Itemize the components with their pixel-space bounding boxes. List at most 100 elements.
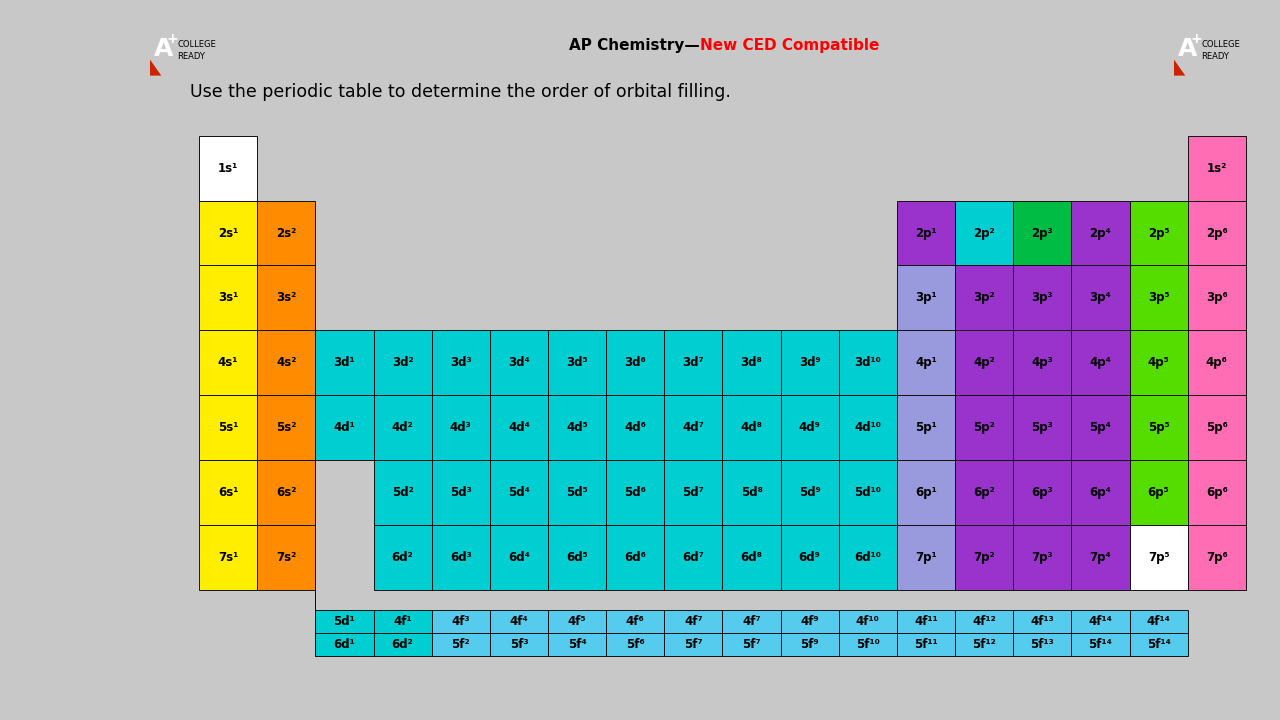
- Bar: [257, 330, 315, 395]
- Bar: [1188, 525, 1245, 590]
- Bar: [1129, 330, 1188, 395]
- Text: 4f¹⁴: 4f¹⁴: [1147, 615, 1170, 628]
- Text: 3d¹⁰: 3d¹⁰: [854, 356, 881, 369]
- Bar: [490, 460, 548, 525]
- Bar: [1188, 201, 1245, 266]
- Bar: [1188, 395, 1245, 460]
- Bar: [1129, 610, 1188, 633]
- Bar: [431, 330, 490, 395]
- Text: 4f³: 4f³: [452, 615, 470, 628]
- Text: AP Chemistry—: AP Chemistry—: [570, 37, 700, 53]
- Text: 5s²: 5s²: [276, 421, 297, 434]
- Bar: [257, 525, 315, 590]
- Bar: [257, 460, 315, 525]
- Bar: [431, 610, 490, 633]
- Text: 2s¹: 2s¹: [218, 227, 238, 240]
- Text: 4f⁹: 4f⁹: [800, 615, 819, 628]
- Bar: [490, 525, 548, 590]
- Text: 3p⁶: 3p⁶: [1206, 292, 1228, 305]
- Bar: [315, 395, 374, 460]
- Bar: [664, 460, 722, 525]
- Bar: [781, 460, 838, 525]
- Text: 7p⁶: 7p⁶: [1206, 551, 1228, 564]
- Text: 7s¹: 7s¹: [218, 551, 238, 564]
- Text: 5p³: 5p³: [1032, 421, 1053, 434]
- Bar: [838, 395, 897, 460]
- Text: 4d⁶: 4d⁶: [625, 421, 646, 434]
- Bar: [664, 330, 722, 395]
- Bar: [490, 330, 548, 395]
- Bar: [1071, 395, 1129, 460]
- Text: 5d¹⁰: 5d¹⁰: [854, 486, 882, 499]
- Text: 4d³: 4d³: [449, 421, 471, 434]
- Bar: [664, 525, 722, 590]
- Bar: [955, 266, 1014, 330]
- Text: 5d⁶: 5d⁶: [625, 486, 646, 499]
- Text: COLLEGE: COLLEGE: [1202, 40, 1240, 49]
- Bar: [257, 201, 315, 266]
- Bar: [955, 610, 1014, 633]
- Bar: [200, 330, 257, 395]
- Bar: [607, 610, 664, 633]
- Bar: [1014, 610, 1071, 633]
- Text: 6d⁸: 6d⁸: [741, 551, 763, 564]
- Text: 7s²: 7s²: [276, 551, 297, 564]
- Bar: [1071, 610, 1129, 633]
- Text: 4p¹: 4p¹: [915, 356, 937, 369]
- Text: 1s¹: 1s¹: [218, 161, 238, 175]
- Bar: [838, 460, 897, 525]
- Text: 5f¹⁴: 5f¹⁴: [1088, 638, 1112, 651]
- Bar: [897, 395, 955, 460]
- Text: 4f⁵: 4f⁵: [568, 615, 586, 628]
- Text: 6d⁹: 6d⁹: [799, 551, 820, 564]
- Bar: [374, 460, 431, 525]
- Text: 4d¹: 4d¹: [334, 421, 356, 434]
- Text: 5f⁴: 5f⁴: [567, 638, 586, 651]
- Bar: [838, 633, 897, 656]
- Text: 5f¹⁴: 5f¹⁴: [1147, 638, 1170, 651]
- Text: 5d⁵: 5d⁵: [566, 486, 588, 499]
- Text: 4s¹: 4s¹: [218, 356, 238, 369]
- Text: 3d⁵: 3d⁵: [566, 356, 588, 369]
- Text: 5d²: 5d²: [392, 486, 413, 499]
- Bar: [200, 460, 257, 525]
- Text: 3p²: 3p²: [973, 292, 995, 305]
- Text: 7p⁴: 7p⁴: [1089, 551, 1111, 564]
- Bar: [548, 525, 607, 590]
- Bar: [1188, 330, 1245, 395]
- Text: 4f¹⁴: 4f¹⁴: [1088, 615, 1112, 628]
- Text: 4s²: 4s²: [276, 356, 297, 369]
- Bar: [431, 395, 490, 460]
- Text: 3p³: 3p³: [1032, 292, 1053, 305]
- Text: 2p³: 2p³: [1032, 227, 1053, 240]
- Bar: [1014, 633, 1071, 656]
- Text: 3d¹: 3d¹: [334, 356, 356, 369]
- Bar: [1014, 395, 1071, 460]
- Text: 4d⁵: 4d⁵: [566, 421, 588, 434]
- Text: 6d¹: 6d¹: [334, 638, 356, 651]
- Text: 5f⁹: 5f⁹: [800, 638, 819, 651]
- Text: 5p¹: 5p¹: [915, 421, 937, 434]
- Text: 1s²: 1s²: [1207, 161, 1226, 175]
- Bar: [955, 525, 1014, 590]
- Text: 4f¹³: 4f¹³: [1030, 615, 1055, 628]
- Text: READY: READY: [178, 52, 205, 60]
- Bar: [1188, 135, 1245, 201]
- Bar: [1129, 201, 1188, 266]
- Bar: [781, 330, 838, 395]
- Text: 2p⁵: 2p⁵: [1148, 227, 1170, 240]
- Text: 4p⁵: 4p⁵: [1148, 356, 1170, 369]
- Text: 6s²: 6s²: [276, 486, 297, 499]
- Text: 6d⁷: 6d⁷: [682, 551, 704, 564]
- Bar: [722, 330, 781, 395]
- Text: 4f¹: 4f¹: [393, 615, 412, 628]
- Text: 3d⁴: 3d⁴: [508, 356, 530, 369]
- Text: 7p⁵: 7p⁵: [1148, 551, 1170, 564]
- Text: 3d⁷: 3d⁷: [682, 356, 704, 369]
- Text: 6d⁶: 6d⁶: [625, 551, 646, 564]
- Text: 5s¹: 5s¹: [218, 421, 238, 434]
- Text: 5f³: 5f³: [509, 638, 529, 651]
- Text: 6d²: 6d²: [392, 638, 413, 651]
- Bar: [897, 525, 955, 590]
- Bar: [200, 395, 257, 460]
